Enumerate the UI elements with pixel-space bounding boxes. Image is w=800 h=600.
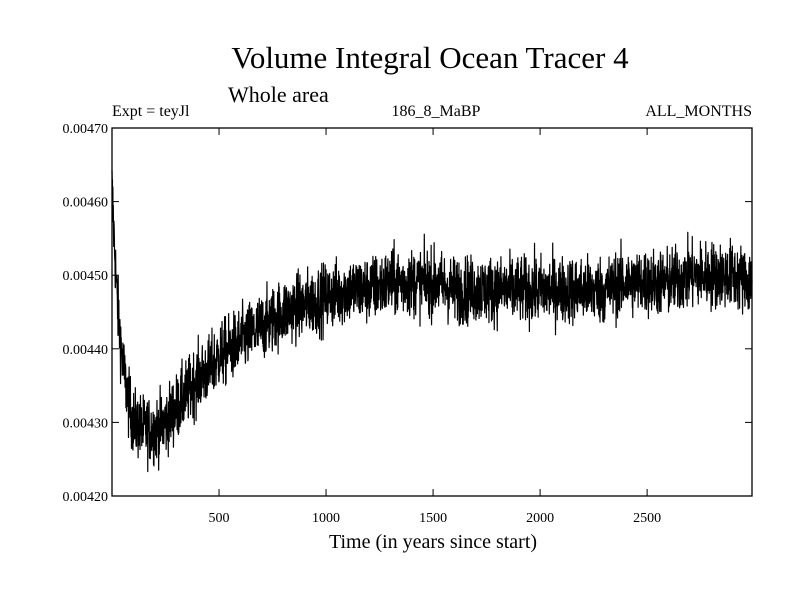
x-tick-label: 1000 xyxy=(312,511,340,526)
x-tick-label: 500 xyxy=(209,511,230,526)
chart-subtitle: Whole area xyxy=(228,82,329,107)
x-tick-label: 2000 xyxy=(526,511,554,526)
y-tick-label: 0.00440 xyxy=(63,343,109,358)
y-tick-label: 0.00460 xyxy=(63,196,109,211)
x-tick-label: 1500 xyxy=(419,511,447,526)
series-line xyxy=(111,170,753,473)
chart-title: Volume Integral Ocean Tracer 4 xyxy=(231,40,629,75)
y-tick-label: 0.00430 xyxy=(63,416,109,431)
y-tick-label: 0.00450 xyxy=(63,269,109,284)
y-tick-label: 0.00420 xyxy=(63,490,109,505)
run-label: 186_8_MaBP xyxy=(391,103,481,120)
y-tick-label: 0.00470 xyxy=(63,122,109,137)
x-tick-label: 2500 xyxy=(633,511,661,526)
x-axis-label: Time (in years since start) xyxy=(328,531,538,553)
experiment-label: Expt = teyJl xyxy=(112,103,190,120)
plot-area-frame xyxy=(111,127,753,497)
months-label: ALL_MONTHS xyxy=(645,103,752,120)
